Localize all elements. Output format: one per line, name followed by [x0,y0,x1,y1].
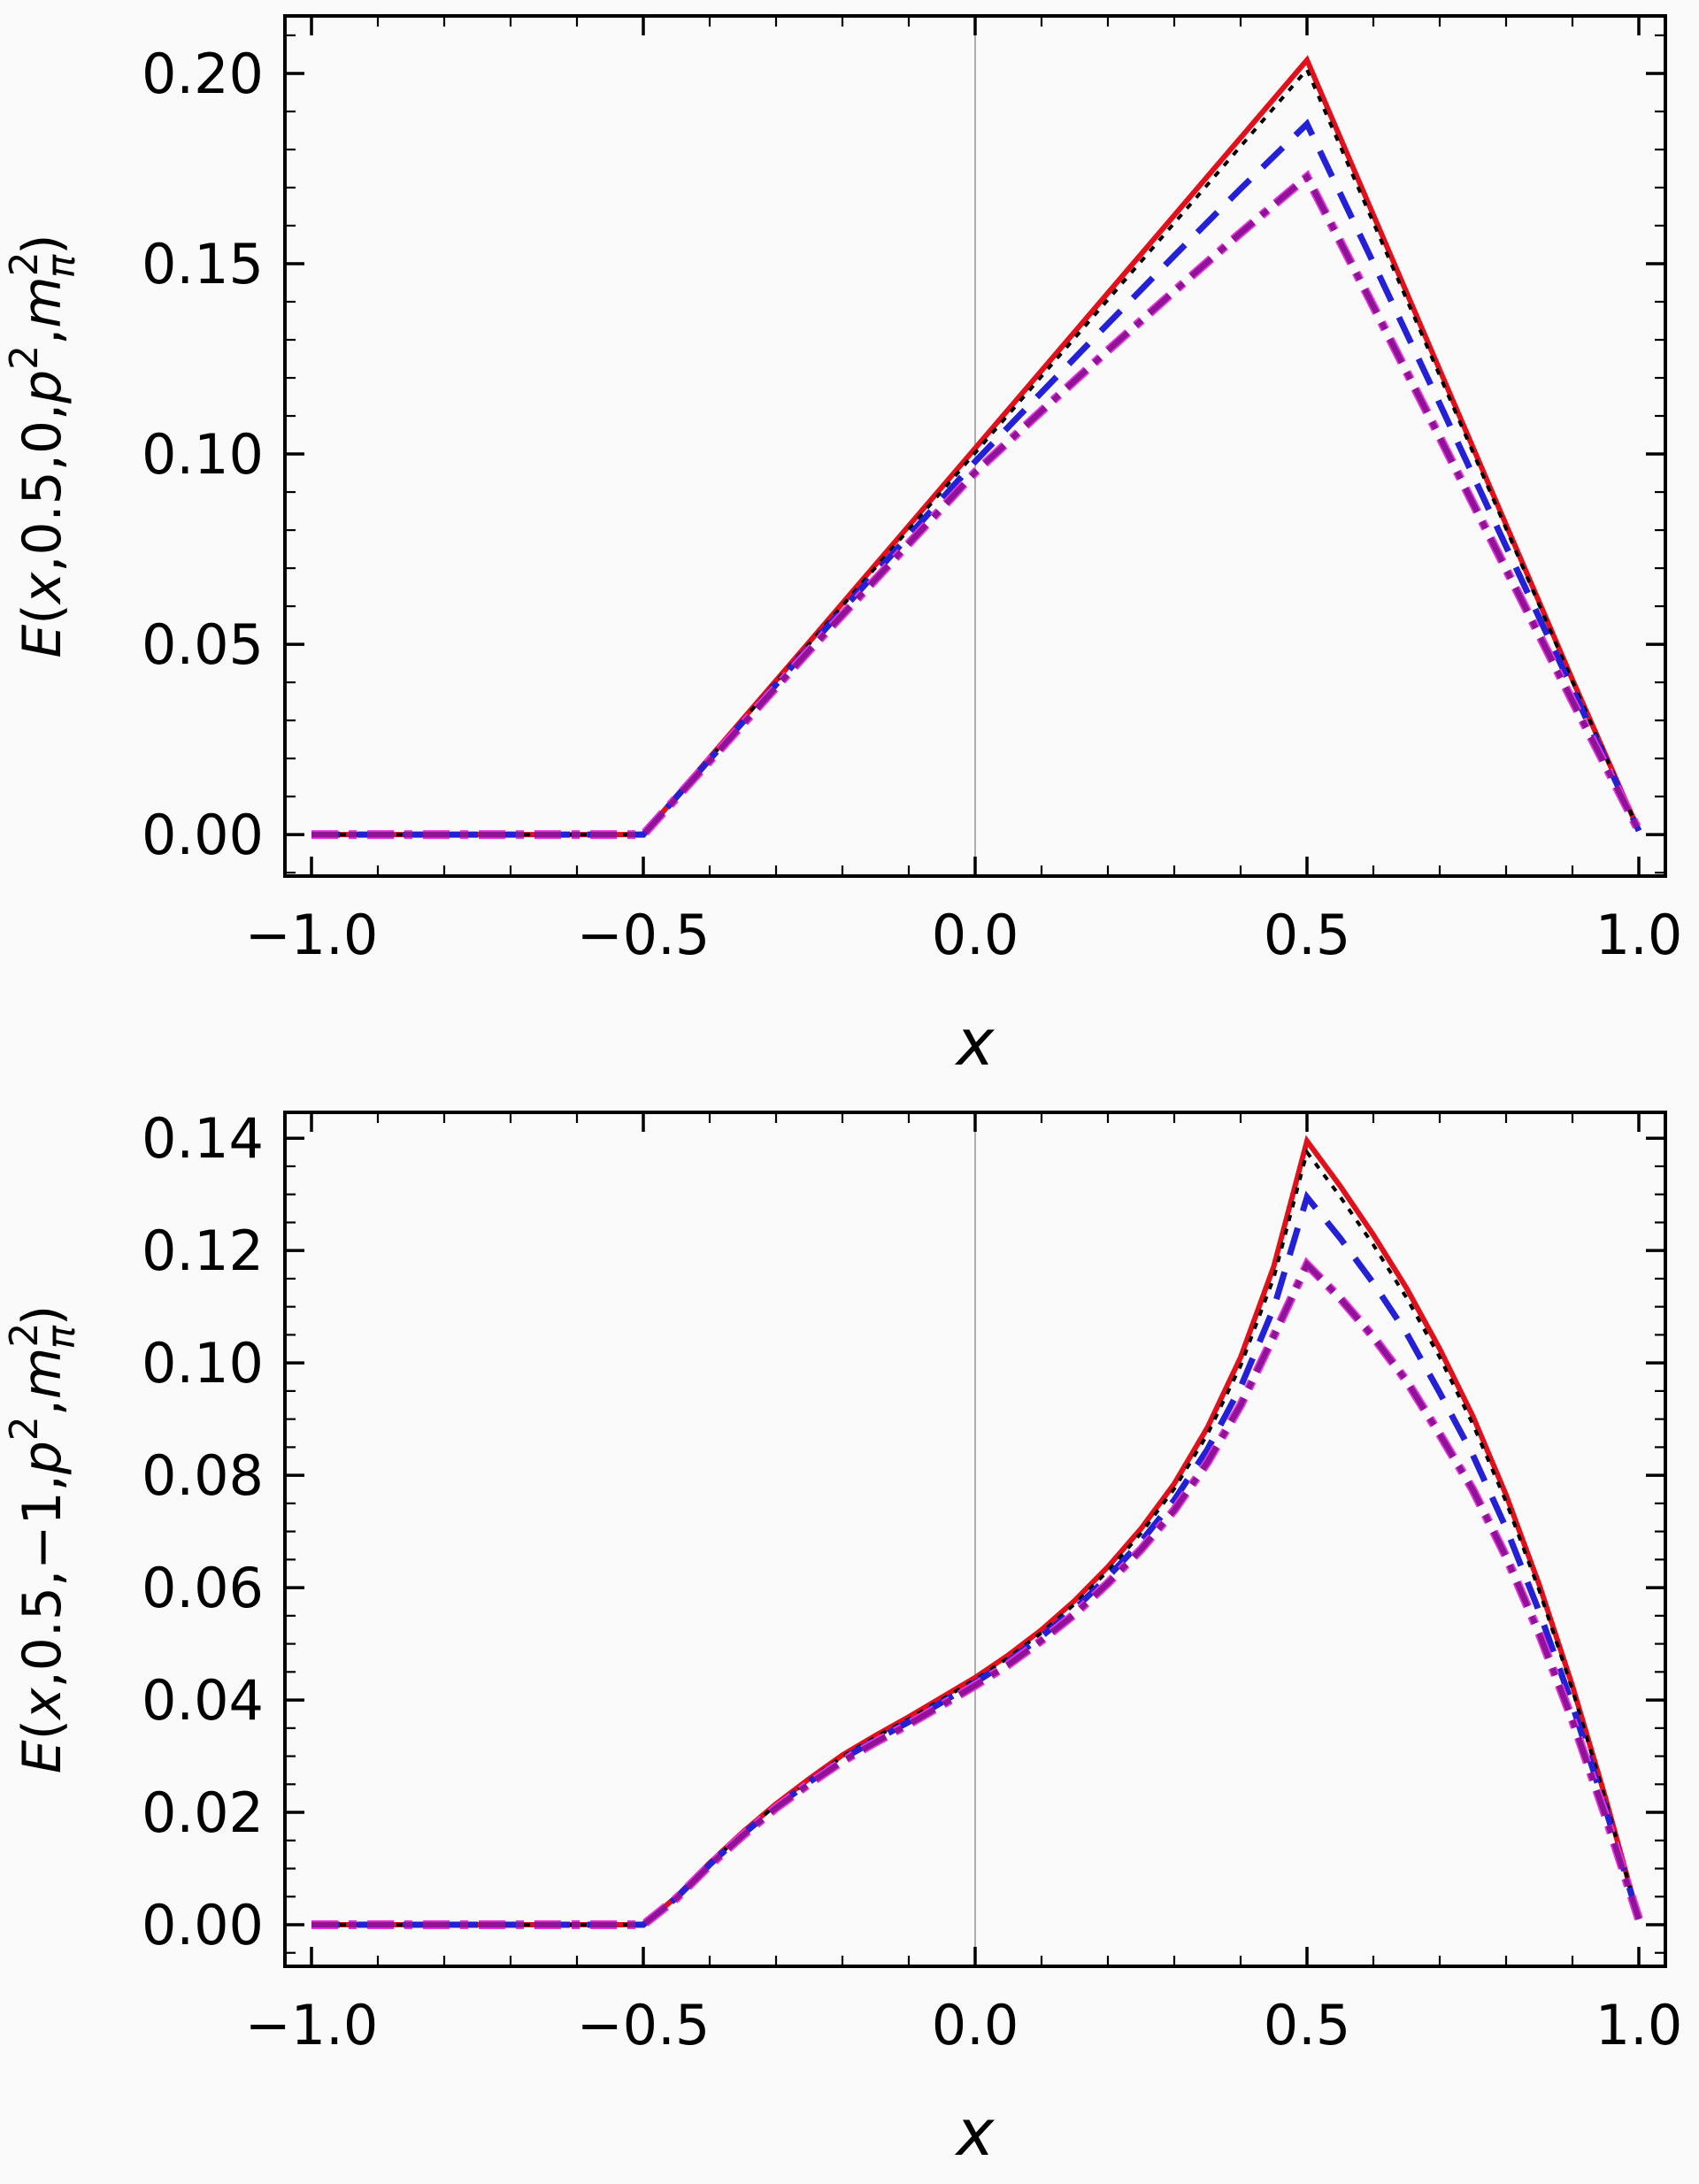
y-axis-label: E(x,0.5,−1,p2,m2π) [2,1305,84,1774]
x-axis-label: x [955,1005,996,1080]
y-tick-label: 0.14 [142,1106,264,1171]
y-axis-label-part: ,0.5,0, [12,404,73,573]
y-axis-label-part: 2 [2,345,47,370]
y-tick-label: 0.20 [142,42,264,106]
y-axis-label-part: E [12,1740,73,1773]
y-tick-label: 0.10 [142,1331,264,1396]
y-tick-label: 0.00 [142,803,264,867]
y-axis-label-part: ) [12,1305,73,1326]
y-axis-label-part: 2 [2,1323,47,1348]
y-axis-label-part: m [12,276,73,327]
x-tick-label: 0.0 [932,1993,1019,2057]
y-tick-label: 0.15 [142,232,264,296]
series-black-dotted [311,65,1641,837]
y-axis-label-part: m [12,1348,73,1399]
x-tick-label: −0.5 [577,903,711,967]
y-axis-label-part: ,0.5,−1, [12,1474,73,1688]
y-tick-label: 0.12 [142,1219,264,1283]
y-axis-label-part: x [12,1688,73,1721]
x-tick-label: 0.5 [1264,903,1351,967]
y-axis-label-part: 2 [2,251,47,276]
y-axis-label: E(x,0.5,0,p2,m2π) [2,234,84,658]
y-tick-label: 0.10 [142,422,264,487]
y-tick-label: 0.00 [142,1893,264,1957]
y-axis-label-part: π [39,1325,84,1350]
y-axis-label-part: 2 [2,1416,47,1441]
y-axis-label-part: ) [12,234,73,254]
bottom-chart: −1.0 −0.5 0.0 0.5 1.0 0.00 0.02 0.04 0.06 0.08 0.1… [2,1106,1682,2170]
ticks [285,16,1665,876]
y-tick-label: 0.06 [142,1556,264,1620]
x-tick-label: −1.0 [245,1993,379,2057]
y-tick-label: 0.02 [142,1780,264,1845]
x-tick-label: 0.5 [1264,1993,1351,2057]
y-axis-label-part: p [12,370,73,404]
series-purple-dashdot [311,172,1641,838]
x-tick-label: 0.0 [932,903,1019,967]
y-tick-label: 0.05 [142,612,264,677]
y-axis-label-part: x [12,572,73,605]
y-axis-label-part: E [12,625,73,658]
y-axis-label-part: p [12,1441,73,1475]
y-axis-label-part: , [12,1399,73,1416]
y-axis-label-part: ( [12,604,73,624]
x-tick-label: −0.5 [577,1993,711,2057]
ticks [285,1112,1665,1966]
y-axis-label-part: , [12,328,73,345]
x-axis-label: x [955,2096,996,2170]
top-chart: −1.0 −0.5 0.0 0.5 1.00.000.050.100.150.20xE(… [2,14,1683,1080]
y-tick-label: 0.04 [142,1668,264,1733]
x-tick-label: 1.0 [1595,903,1683,967]
x-tick-label: −1.0 [245,903,379,967]
y-axis-label-part: π [39,253,84,278]
y-axis-label-part: ( [12,1719,73,1740]
x-tick-label: 1.0 [1595,1993,1683,2057]
series-purple-dashdot [311,1259,1642,1928]
y-tick-label: 0.08 [142,1443,264,1508]
